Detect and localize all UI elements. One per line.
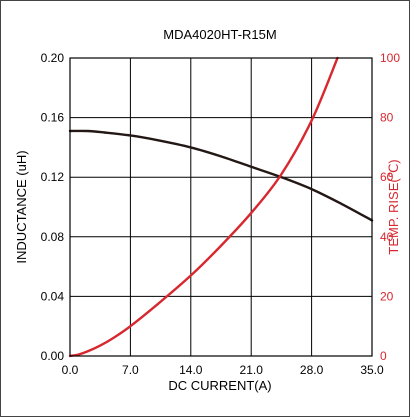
- chart-title: MDA4020HT-R15M: [163, 27, 276, 42]
- data-series: [68, 56, 374, 358]
- y-left-tick-label: 0.12: [41, 170, 65, 184]
- grid-lines: [70, 58, 372, 356]
- x-tick-labels: 0.0 7.0 14.0 21.0 28.0 35.0: [62, 363, 384, 377]
- y-left-tick-label: 0.16: [41, 111, 65, 125]
- x-tick-label: 0.0: [62, 363, 79, 377]
- x-axis-label: DC CURRENT(A): [168, 378, 271, 393]
- x-tick-label: 7.0: [122, 363, 139, 377]
- x-tick-label: 21.0: [240, 363, 264, 377]
- y-right-tick-label: 100: [380, 51, 400, 65]
- temp-rise-curve: [68, 56, 339, 358]
- x-tick-label: 14.0: [179, 363, 203, 377]
- inductance-curve: [68, 129, 374, 222]
- x-tick-label: 35.0: [360, 363, 384, 377]
- y-left-tick-label: 0.04: [41, 289, 65, 303]
- y-right-tick-label: 80: [380, 111, 394, 125]
- y-right-tick-label: 60: [380, 170, 394, 184]
- y-right-axis-label: TEMP. RISE(℃): [386, 159, 401, 254]
- y-right-tick-labels: 0 20 40 60 80 100: [380, 51, 400, 363]
- y-left-tick-label: 0.00: [41, 349, 65, 363]
- y-left-tick-label: 0.08: [41, 230, 65, 244]
- x-tick-label: 28.0: [300, 363, 324, 377]
- y-left-tick-label: 0.20: [41, 51, 65, 65]
- y-left-tick-labels: 0.00 0.04 0.08 0.12 0.16 0.20: [41, 51, 65, 363]
- y-right-tick-label: 20: [380, 289, 394, 303]
- y-right-tick-label: 40: [380, 230, 394, 244]
- y-right-tick-label: 0: [380, 349, 387, 363]
- y-left-axis-label: INDUCTANCE (uH): [14, 150, 29, 263]
- plot-area-border: [69, 57, 373, 357]
